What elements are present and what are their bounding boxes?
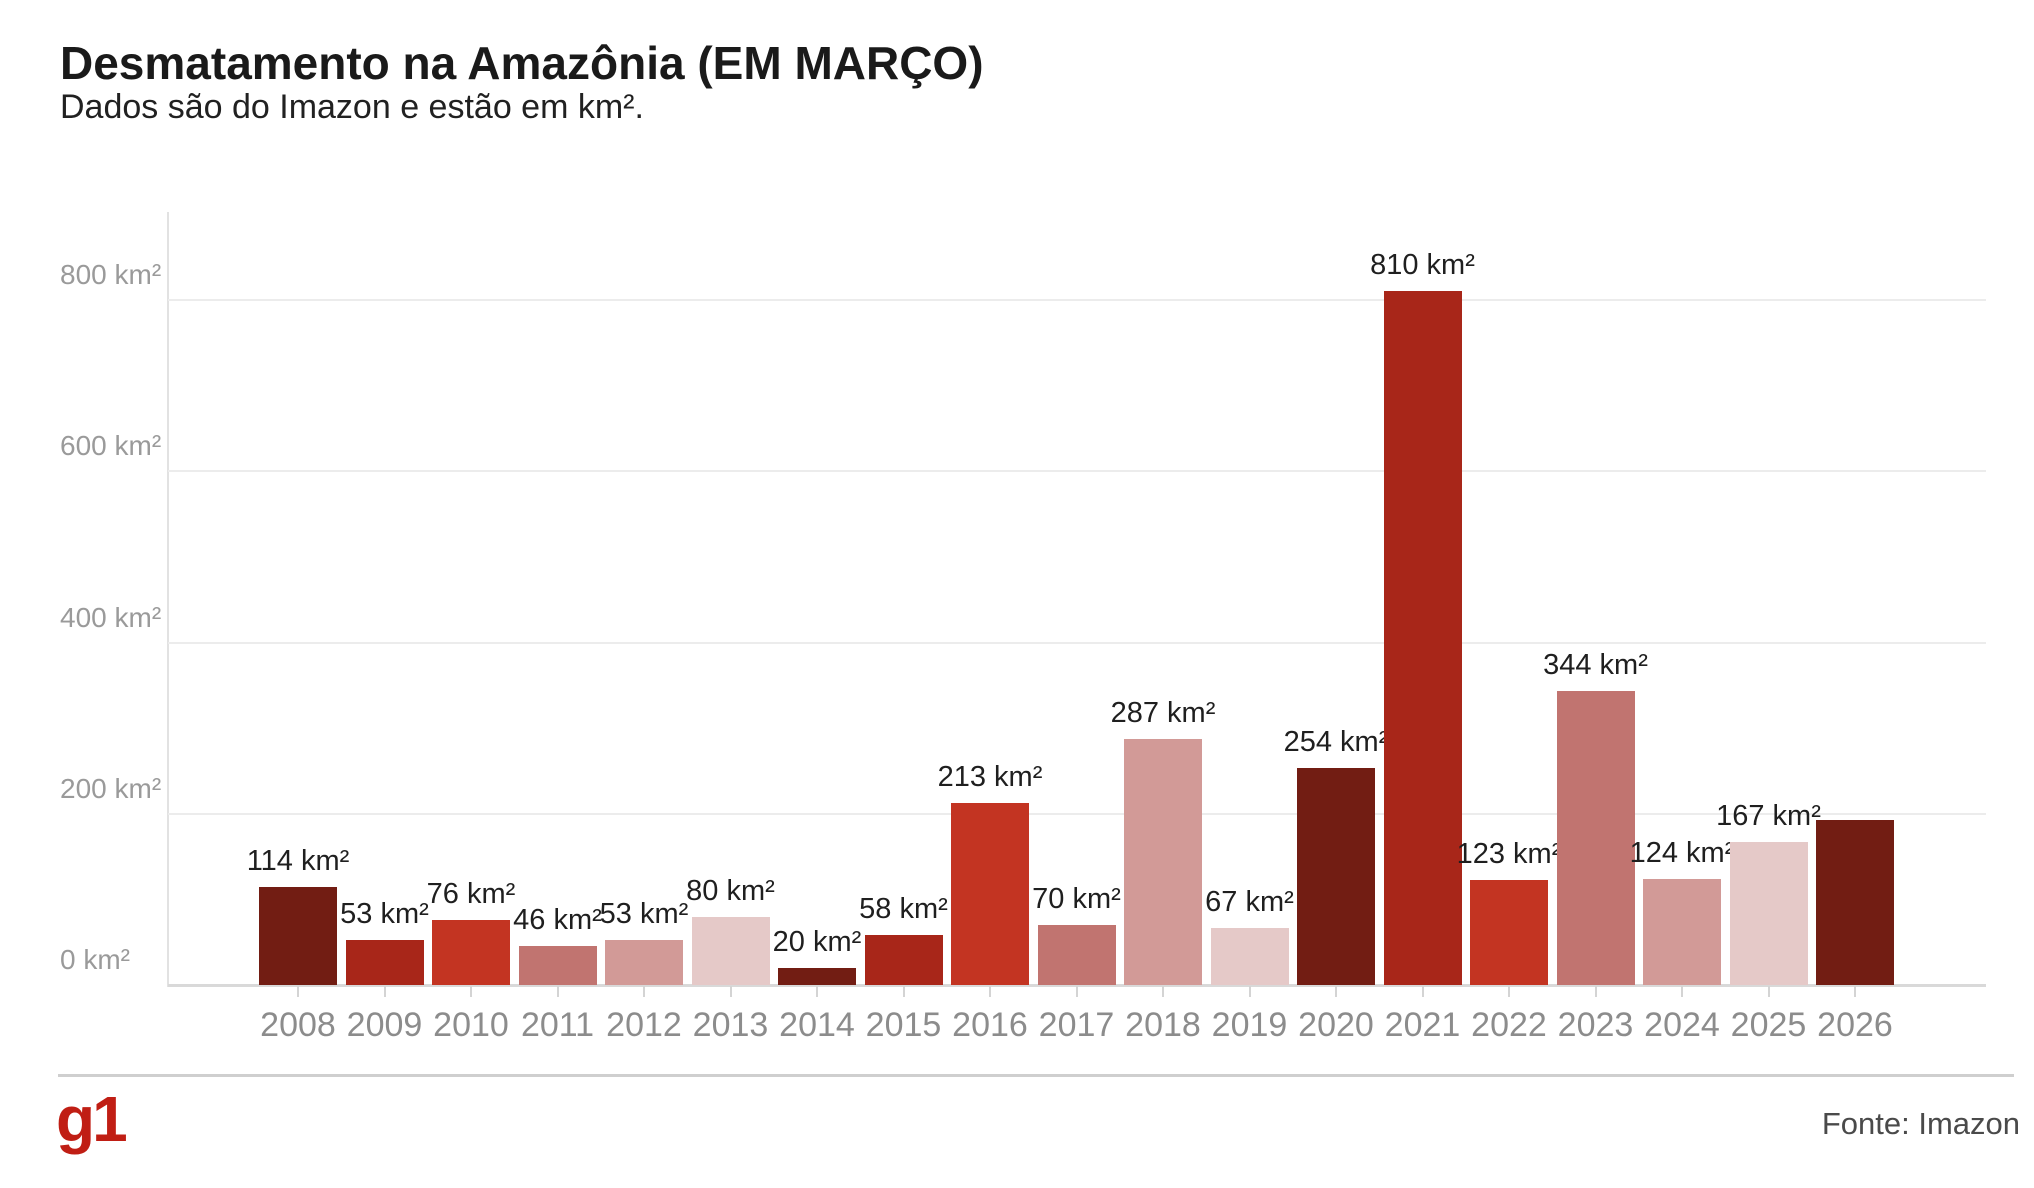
y-axis-tick-label: 600 km² [60, 430, 162, 462]
bar-2018 [1124, 739, 1202, 985]
value-label: 53 km² [599, 897, 689, 930]
value-label: 67 km² [1205, 885, 1294, 918]
y-axis-line [167, 212, 169, 987]
year-label: 2015 [865, 1006, 942, 1044]
value-label: 53 km² [340, 897, 429, 930]
x-axis-tick [383, 986, 386, 997]
year-label: 2025 [1730, 1006, 1807, 1044]
year-label: 2012 [606, 1006, 682, 1044]
value-label: 344 km² [1543, 648, 1648, 681]
x-axis-tick [902, 986, 905, 997]
x-axis-tick [729, 986, 732, 997]
year-label: 2009 [346, 1006, 423, 1044]
x-axis-tick [989, 986, 991, 997]
bar-2019 [1210, 927, 1289, 985]
year-label: 2014 [779, 1006, 855, 1044]
bar-2010 [432, 919, 510, 985]
gridline [168, 812, 1986, 815]
gridline [168, 470, 1986, 473]
value-label: 76 km² [426, 877, 516, 910]
bar-2016 [951, 802, 1029, 985]
bar-2026 [1816, 819, 1894, 985]
bar-2020 [1297, 767, 1375, 985]
y-axis-tick-label: 800 km² [60, 259, 162, 290]
x-axis-tick [1421, 986, 1424, 997]
bar-2013 [691, 916, 770, 985]
value-label: 123 km² [1456, 837, 1562, 870]
x-axis-tick [1248, 986, 1251, 997]
bar-2023 [1556, 690, 1635, 986]
bar-2022 [1470, 879, 1548, 985]
bar-2024 [1643, 878, 1721, 985]
value-label: 167 km² [1716, 800, 1821, 832]
bar-2015 [864, 935, 943, 985]
year-label: 2019 [1211, 1006, 1288, 1044]
value-label: 46 km² [513, 903, 602, 936]
x-axis-tick [1335, 986, 1337, 997]
x-axis-tick [643, 986, 645, 997]
year-label: 2026 [1817, 1006, 1893, 1044]
gridline [168, 641, 1986, 644]
bar-2021 [1383, 291, 1462, 985]
g1-logo: g1 [56, 1083, 128, 1155]
y-axis-tick-label: 200 km² [60, 772, 162, 804]
value-label: 70 km² [1032, 883, 1121, 916]
x-axis-tick [1508, 986, 1510, 997]
year-label: 2023 [1557, 1006, 1634, 1044]
year-label: 2022 [1471, 1006, 1547, 1044]
bar-2009 [345, 939, 424, 985]
bar-2012 [605, 939, 683, 985]
bar-2025 [1729, 842, 1808, 985]
x-axis-tick [556, 986, 559, 997]
value-label: 810 km² [1370, 249, 1475, 282]
year-label: 2011 [520, 1006, 595, 1044]
bar-2014 [778, 967, 856, 985]
footer-divider [58, 1074, 2014, 1077]
value-label: 213 km² [937, 760, 1043, 793]
source-credit: Fonte: Imazon [1821, 1106, 2020, 1141]
value-label: 20 km² [772, 925, 862, 958]
gridline [168, 299, 1986, 301]
x-axis-tick [1767, 986, 1770, 997]
value-label: 124 km² [1629, 836, 1735, 869]
bar-2008 [259, 887, 337, 985]
x-axis-tick [1594, 986, 1597, 997]
x-axis-tick [1854, 986, 1856, 997]
x-axis-tick [1162, 986, 1164, 997]
year-label: 2018 [1125, 1006, 1201, 1044]
x-axis-tick [1681, 986, 1683, 997]
chart-title: Desmatamento na Amazônia (EM MARÇO) [60, 37, 984, 89]
year-label: 2008 [260, 1006, 336, 1044]
x-axis-tick [1075, 986, 1078, 997]
year-label: 2013 [692, 1006, 769, 1044]
year-label: 2016 [952, 1006, 1028, 1044]
value-label: 114 km² [246, 845, 350, 878]
value-label: 254 km² [1283, 725, 1389, 758]
chart-subtitle: Dados são do Imazon e estão em km². [60, 88, 644, 126]
value-label: 80 km² [686, 874, 775, 907]
year-label: 2010 [433, 1006, 509, 1044]
year-label: 2017 [1038, 1006, 1115, 1044]
x-axis-tick [816, 986, 818, 997]
x-axis-tick [297, 986, 299, 997]
y-axis-tick-label: 0 km² [60, 944, 130, 975]
bar-2011 [518, 945, 597, 985]
year-label: 2021 [1384, 1006, 1461, 1044]
year-label: 2024 [1644, 1006, 1720, 1044]
x-axis-tick [470, 986, 472, 997]
bar-2017 [1037, 925, 1116, 985]
x-axis-baseline [168, 984, 1986, 987]
value-label: 287 km² [1110, 697, 1216, 730]
year-label: 2020 [1298, 1006, 1374, 1044]
y-axis-tick-label: 400 km² [60, 601, 162, 633]
value-label: 58 km² [859, 893, 948, 926]
